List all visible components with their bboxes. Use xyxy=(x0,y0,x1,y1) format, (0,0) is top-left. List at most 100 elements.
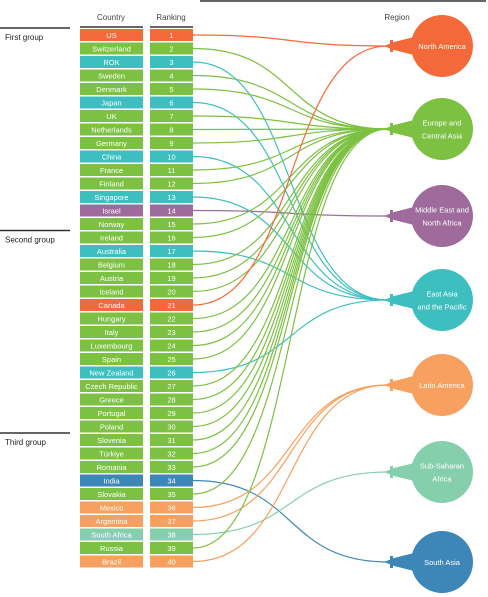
country-name: Israel xyxy=(102,207,121,216)
rank-cell xyxy=(150,366,193,379)
country-name: Japan xyxy=(101,99,121,108)
rank-cell xyxy=(150,488,193,500)
region-circle xyxy=(411,185,473,247)
table-row: Spain 25 xyxy=(80,353,193,365)
country-cell xyxy=(80,461,143,473)
country-cell xyxy=(80,366,143,379)
country-name: South Africa xyxy=(91,531,132,540)
rank-cell xyxy=(150,218,193,230)
rank-cell xyxy=(150,407,193,419)
country-name: Argentina xyxy=(95,517,128,526)
rank-value: 34 xyxy=(167,477,175,486)
country-cell xyxy=(80,56,143,68)
region-node-na: North America xyxy=(384,15,473,77)
country-name: Poland xyxy=(100,423,123,432)
country-cell xyxy=(80,299,143,311)
country-name: Portugal xyxy=(98,409,126,418)
country-cell xyxy=(80,393,143,406)
flow-line xyxy=(192,128,389,293)
flow-line xyxy=(192,45,389,306)
country-cell xyxy=(80,42,143,55)
region-connector-bar xyxy=(390,210,393,222)
rank-value: 21 xyxy=(167,301,175,310)
country-cell xyxy=(80,191,143,203)
flow-line xyxy=(192,384,389,509)
rank-cell xyxy=(150,69,193,82)
rank-value: 16 xyxy=(167,234,175,243)
region-connector-bar xyxy=(390,40,393,52)
country-cell xyxy=(80,96,143,109)
flow-line xyxy=(192,209,389,217)
country-name: Sweden xyxy=(98,72,125,81)
country-name: Slovenia xyxy=(97,436,127,445)
rank-cell xyxy=(150,393,193,406)
flow-line xyxy=(192,384,389,522)
country-name: Brazil xyxy=(102,558,121,567)
rank-cell xyxy=(150,542,193,554)
rank-cell xyxy=(150,528,193,541)
country-cell xyxy=(80,474,143,487)
rank-value: 7 xyxy=(169,112,173,121)
table-row: Sweden 4 xyxy=(80,69,193,82)
country-name: Switzerland xyxy=(92,45,131,54)
country-cell xyxy=(80,231,143,244)
rank-value: 8 xyxy=(169,126,173,135)
rank-cell xyxy=(150,515,193,527)
region-label: Sub-Saharan xyxy=(420,462,464,471)
region-circle xyxy=(411,98,473,160)
country-cell xyxy=(80,164,143,176)
rank-value: 2 xyxy=(169,45,173,54)
country-cell xyxy=(80,555,143,568)
rank-cell xyxy=(150,258,193,271)
rank-value: 18 xyxy=(167,261,175,270)
rank-cell xyxy=(150,285,193,298)
flow-line xyxy=(192,128,389,468)
rank-value: 12 xyxy=(167,180,175,189)
flow-line xyxy=(192,196,389,301)
country-name: New Zealand xyxy=(89,369,133,378)
rank-cell xyxy=(150,56,193,68)
table-row: Poland 30 xyxy=(80,420,193,433)
country-name: Hungary xyxy=(97,315,126,324)
country-cell xyxy=(80,83,143,95)
country-cell xyxy=(80,123,143,136)
country-cell xyxy=(80,353,143,365)
country-cell xyxy=(80,339,143,352)
country-cell xyxy=(80,245,143,257)
country-name: Iceland xyxy=(99,288,123,297)
rank-value: 9 xyxy=(169,139,173,148)
rank-cell xyxy=(150,231,193,244)
flow-line xyxy=(192,384,389,563)
flow-line xyxy=(192,128,389,360)
rank-value: 26 xyxy=(167,369,175,378)
table-row: Iceland 20 xyxy=(80,285,193,298)
region-label: and the Pacific xyxy=(417,303,466,312)
rank-value: 40 xyxy=(167,558,175,567)
rank-cell xyxy=(150,245,193,257)
region-node-ssa: Sub-Saharan Africa xyxy=(384,441,473,503)
region-connector xyxy=(384,37,414,55)
country-cell xyxy=(80,407,143,419)
rank-cell xyxy=(150,150,193,163)
table-row: Argentina 37 xyxy=(80,515,193,527)
rank-cell xyxy=(150,555,193,568)
rank-value: 37 xyxy=(167,517,175,526)
country-cell xyxy=(80,204,143,217)
country-name: US xyxy=(106,31,116,40)
rank-value: 1 xyxy=(169,31,173,40)
rank-cell xyxy=(150,299,193,311)
rank-cell xyxy=(150,191,193,203)
country-cell xyxy=(80,218,143,230)
table-row: Türkiye 32 xyxy=(80,447,193,460)
country-cell xyxy=(80,258,143,271)
country-cell xyxy=(80,312,143,325)
table-row: Switzerland 2 xyxy=(80,42,193,55)
table-row: South Africa 38 xyxy=(80,528,193,541)
region-connector-bar xyxy=(390,556,393,568)
rank-cell xyxy=(150,42,193,55)
country-name: Mexico xyxy=(100,504,124,513)
flow-line xyxy=(192,471,389,536)
flow-line xyxy=(192,88,389,130)
region-connector-bar xyxy=(390,294,393,306)
table-row: China 10 xyxy=(80,150,193,163)
